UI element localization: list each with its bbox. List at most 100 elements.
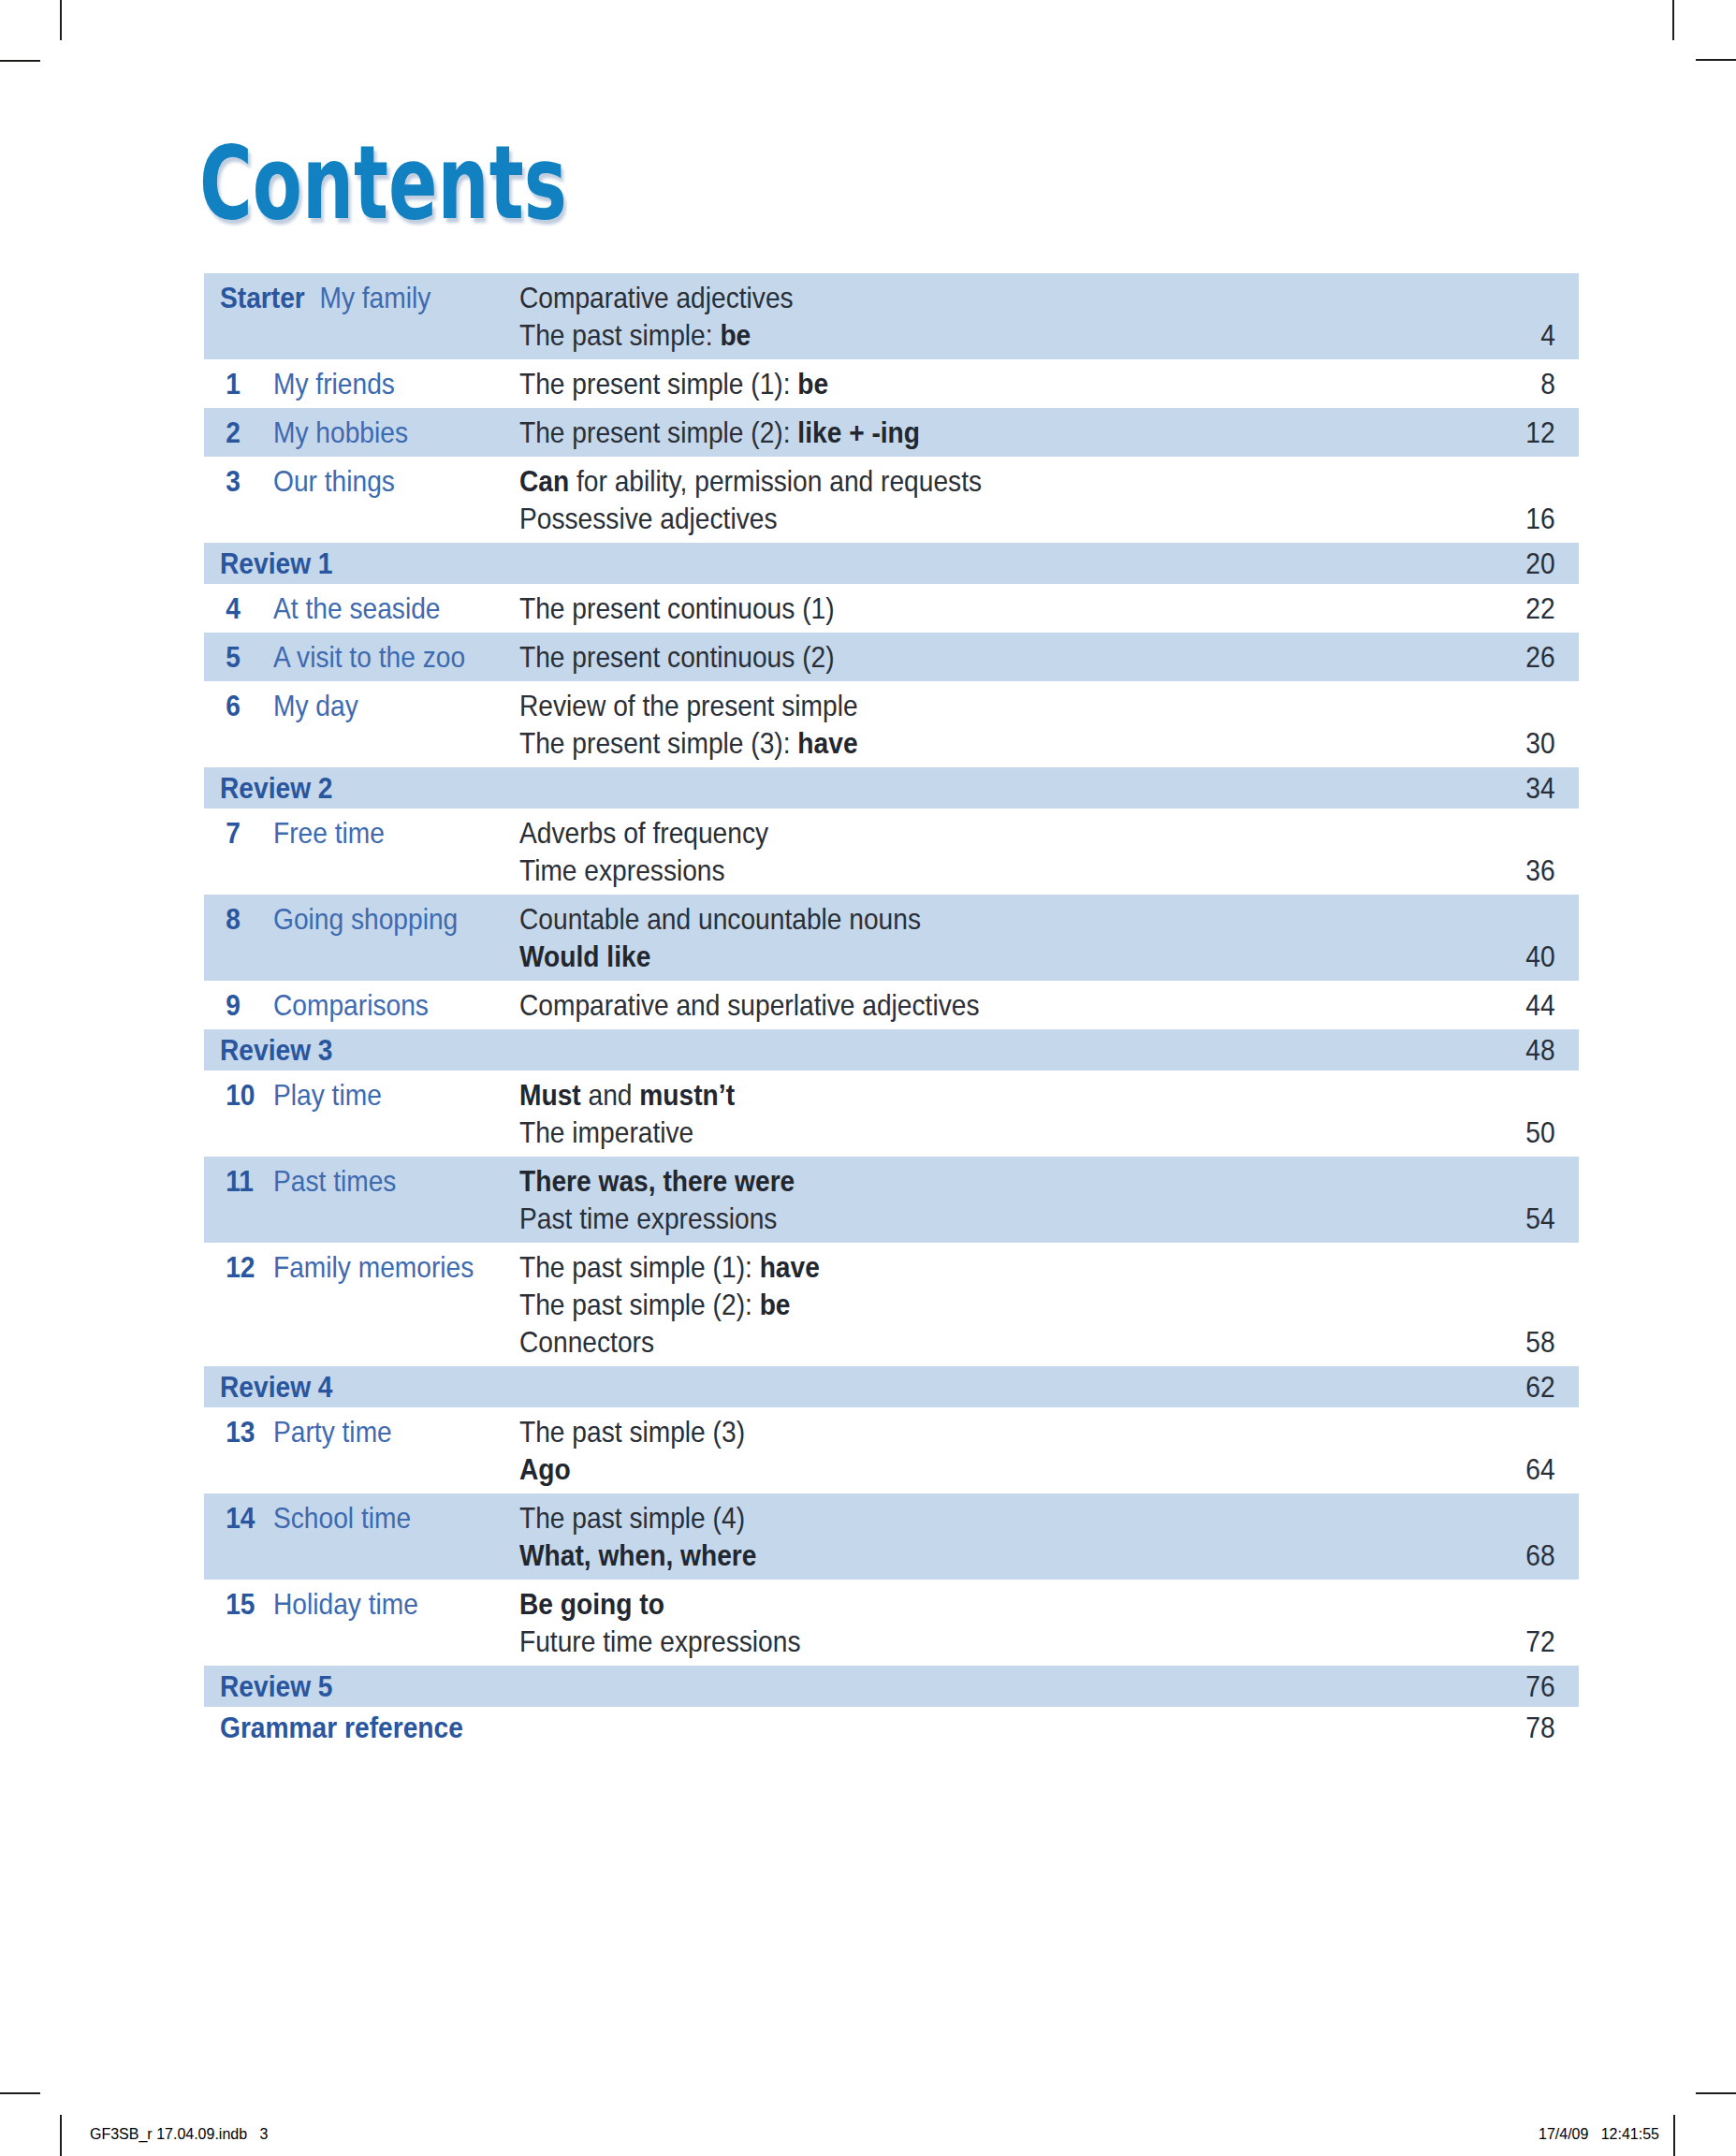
unit-number: 15 (204, 1585, 273, 1660)
unit-topics: The past simple (1): haveThe past simple… (519, 1248, 1466, 1361)
topic-line: Time expressions (519, 852, 1466, 889)
page-number: 62 (1466, 1368, 1579, 1406)
toc-row-grammar-grammar-reference: Grammar reference78 (204, 1707, 1579, 1748)
crop-mark-bottom-right-v (1673, 2115, 1675, 2156)
unit-title: Comparisons (273, 986, 519, 1024)
topic-line: Be going to (519, 1585, 1466, 1623)
page-number: 30 (1466, 724, 1579, 762)
toc-row-unit-7: 7Free timeAdverbs of frequencyTime expre… (204, 808, 1579, 895)
footer-timestamp-text: 17/4/09 12:41:55 (1539, 2126, 1659, 2142)
grammar-reference-label: Grammar reference (204, 1709, 1466, 1746)
crop-mark-top-right-v (1672, 0, 1674, 40)
unit-title: At the seaside (273, 590, 519, 627)
page-title: Contents (199, 132, 717, 234)
unit-label-and-title: Starter My family (204, 279, 519, 354)
unit-number: 7 (204, 814, 273, 889)
unit-title: Going shopping (273, 900, 519, 975)
unit-topics: Be going toFuture time expressions (519, 1585, 1466, 1660)
topic-line: Can for ability, permission and requests (519, 462, 1466, 500)
toc-row-unit-2: 2My hobbiesThe present simple (2): like … (204, 408, 1579, 457)
toc-row-unit-13: 13Party timeThe past simple (3)Ago64 (204, 1407, 1579, 1493)
page-number: 54 (1466, 1200, 1579, 1237)
unit-topics: The present continuous (1) (519, 590, 1466, 627)
unit-title: Play time (273, 1076, 519, 1151)
topic-line: The past simple (4) (519, 1499, 1466, 1537)
unit-title: My hobbies (273, 414, 519, 451)
page-number: 64 (1466, 1450, 1579, 1488)
toc-row-review-review-5: Review 576 (204, 1666, 1579, 1707)
unit-number: 10 (204, 1076, 273, 1151)
unit-number: 1 (204, 365, 273, 402)
toc-row-starter: Starter My familyComparative adjectivesT… (204, 273, 1579, 359)
toc-row-unit-8: 8Going shoppingCountable and uncountable… (204, 895, 1579, 981)
toc-row-unit-4: 4At the seasideThe present continuous (1… (204, 584, 1579, 633)
page-number: 22 (1466, 590, 1579, 627)
toc-row-unit-11: 11Past timesThere was, there werePast ti… (204, 1157, 1579, 1243)
review-label: Review 2 (204, 769, 1466, 807)
page-number: 58 (1466, 1323, 1579, 1361)
page-number: 78 (1466, 1709, 1579, 1746)
topic-line: The past simple: be (519, 316, 1466, 354)
toc-row-unit-3: 3Our thingsCan for ability, permission a… (204, 457, 1579, 543)
page-number: 4 (1466, 316, 1579, 354)
topic-line: Future time expressions (519, 1623, 1466, 1660)
unit-topics: The present simple (2): like + -ing (519, 414, 1466, 451)
unit-topics: Can for ability, permission and requests… (519, 462, 1466, 537)
topic-line: Review of the present simple (519, 687, 1466, 724)
unit-topics: Adverbs of frequencyTime expressions (519, 814, 1466, 889)
toc-row-unit-15: 15Holiday timeBe going toFuture time exp… (204, 1580, 1579, 1666)
contents-table: Starter My familyComparative adjectivesT… (204, 273, 1579, 1748)
toc-row-unit-14: 14School timeThe past simple (4)What, wh… (204, 1493, 1579, 1580)
topic-line: Connectors (519, 1323, 1466, 1361)
page-number: 76 (1466, 1668, 1579, 1705)
unit-number: 5 (204, 638, 273, 676)
page-number: 68 (1466, 1537, 1579, 1574)
crop-mark-top-left-v (60, 0, 62, 40)
unit-title: My friends (273, 365, 519, 402)
crop-mark-bottom-right-h (1696, 2092, 1736, 2094)
unit-title: My family (319, 281, 430, 314)
unit-number: 12 (204, 1248, 273, 1361)
topic-line: Would like (519, 938, 1466, 975)
toc-row-unit-1: 1My friendsThe present simple (1): be8 (204, 359, 1579, 408)
toc-row-review-review-1: Review 120 (204, 543, 1579, 584)
unit-title: My day (273, 687, 519, 762)
crop-mark-bottom-left-v (60, 2115, 62, 2156)
page-number: 20 (1466, 545, 1579, 582)
toc-row-unit-6: 6My dayReview of the present simpleThe p… (204, 681, 1579, 767)
topic-line: The present continuous (2) (519, 638, 1466, 676)
topic-line: Comparative and superlative adjectives (519, 986, 1466, 1024)
crop-mark-top-left-h (0, 60, 40, 62)
footer-filename: GF3SB_r 17.04.09.indb 3 (90, 2126, 268, 2143)
topic-line: Adverbs of frequency (519, 814, 1466, 852)
page-number: 44 (1466, 986, 1579, 1024)
unit-number: 9 (204, 986, 273, 1024)
crop-mark-bottom-left-h (0, 2092, 40, 2094)
unit-number: 6 (204, 687, 273, 762)
toc-row-unit-5: 5A visit to the zooThe present continuou… (204, 633, 1579, 681)
footer-filename-text: GF3SB_r 17.04.09.indb 3 (90, 2126, 268, 2142)
page-number: 16 (1466, 500, 1579, 537)
toc-row-review-review-3: Review 348 (204, 1029, 1579, 1071)
page-number: 34 (1466, 769, 1579, 807)
topic-line: The present simple (1): be (519, 365, 1466, 402)
topic-line: The present simple (3): have (519, 724, 1466, 762)
review-label: Review 3 (204, 1031, 1466, 1069)
unit-topics: Must and mustn’tThe imperative (519, 1076, 1466, 1151)
unit-number: 2 (204, 414, 273, 451)
toc-row-unit-9: 9ComparisonsComparative and superlative … (204, 981, 1579, 1029)
unit-title: Holiday time (273, 1585, 519, 1660)
unit-number: 11 (204, 1162, 273, 1237)
unit-topics: The past simple (4)What, when, where (519, 1499, 1466, 1574)
page-number: 72 (1466, 1623, 1579, 1660)
unit-number: 8 (204, 900, 273, 975)
crop-mark-top-right-h (1696, 59, 1736, 61)
page-number: 50 (1466, 1114, 1579, 1151)
topic-line: Possessive adjectives (519, 500, 1466, 537)
unit-topics: The present simple (1): be (519, 365, 1466, 402)
topic-line: What, when, where (519, 1537, 1466, 1574)
unit-topics: There was, there werePast time expressio… (519, 1162, 1466, 1237)
unit-title: Free time (273, 814, 519, 889)
topic-line: Comparative adjectives (519, 279, 1466, 316)
page-number: 36 (1466, 852, 1579, 889)
